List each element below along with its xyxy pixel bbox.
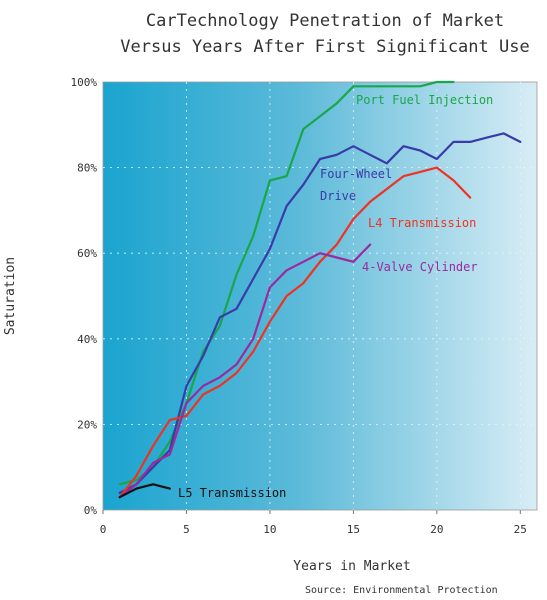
series-line-1 bbox=[118, 132, 522, 494]
series-label-port-fuel-injection: Port Fuel Injection bbox=[356, 93, 493, 107]
x-tick-label: 5 bbox=[183, 523, 190, 536]
series-label-4-valve-cylinder: 4-Valve Cylinder bbox=[362, 260, 478, 274]
series-label-l4-transmission: L4 Transmission bbox=[368, 216, 476, 230]
series-line-3 bbox=[118, 243, 372, 499]
x-axis-ticks: 0 5 10 15 20 25 bbox=[100, 510, 527, 536]
chart-title-line-1: CarTechnology Penetration of Market bbox=[146, 11, 504, 31]
chart-title-line-2: Versus Years After First Significant Use bbox=[120, 37, 529, 57]
x-tick-label: 0 bbox=[100, 523, 107, 536]
y-tick-label: 40% bbox=[77, 333, 97, 346]
y-tick-label: 60% bbox=[77, 247, 97, 260]
series-lines bbox=[118, 80, 522, 499]
series-label-four-wheel-drive-line1: Four-Wheel bbox=[320, 167, 392, 181]
source-note: Source: Environmental Protection bbox=[305, 585, 498, 596]
y-axis-label: Saturation bbox=[3, 257, 18, 335]
series-label-l5-transmission: L5 Transmission bbox=[178, 486, 286, 500]
x-tick-label: 20 bbox=[430, 523, 443, 536]
x-tick-label: 10 bbox=[263, 523, 276, 536]
x-tick-label: 15 bbox=[347, 523, 360, 536]
y-tick-label: 80% bbox=[77, 162, 97, 175]
x-axis-label: Years in Market bbox=[293, 559, 410, 574]
y-tick-label: 0% bbox=[84, 504, 98, 517]
series-label-four-wheel-drive-line2: Drive bbox=[320, 189, 356, 203]
series-line-2 bbox=[118, 166, 472, 499]
series-line-4 bbox=[118, 483, 171, 499]
y-tick-label: 20% bbox=[77, 418, 97, 431]
y-axis-ticks: 0% 20% 40% 60% 80% 100% bbox=[71, 76, 98, 517]
y-tick-label: 100% bbox=[71, 76, 98, 89]
x-tick-label: 25 bbox=[514, 523, 527, 536]
